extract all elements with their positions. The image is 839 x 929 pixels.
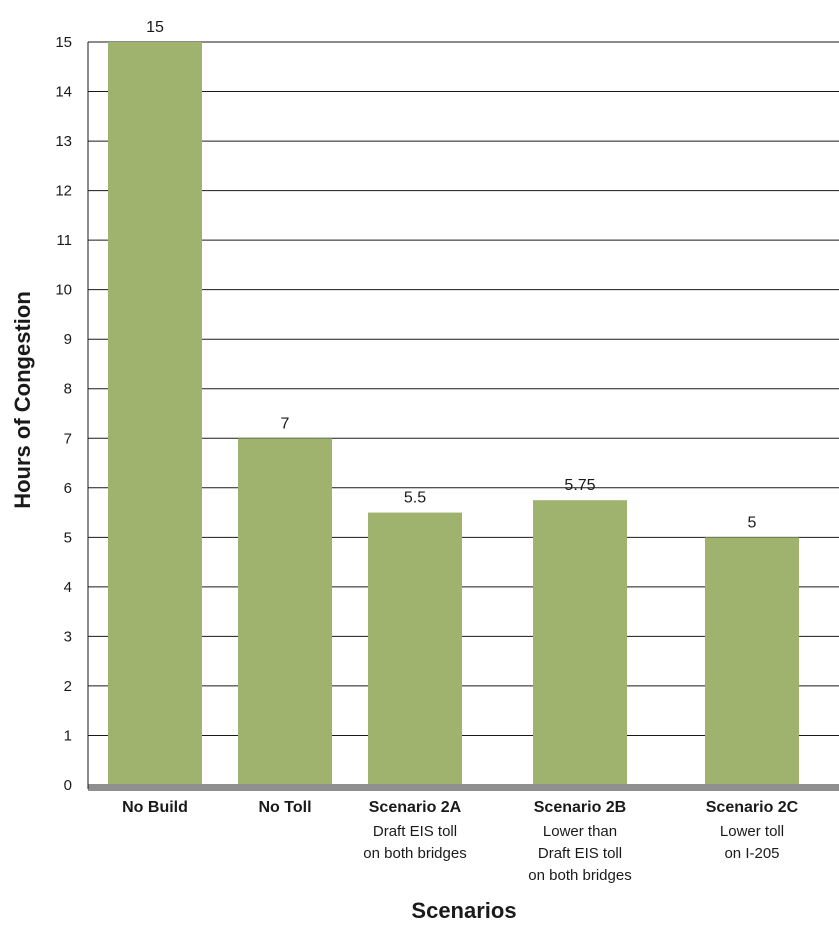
y-tick-label: 8 bbox=[64, 381, 72, 398]
y-tick-label: 10 bbox=[55, 282, 72, 299]
category-sublabel: Lower toll bbox=[720, 823, 784, 840]
value-label: 7 bbox=[281, 415, 290, 432]
y-tick-label: 9 bbox=[64, 331, 72, 348]
category-label: No Build bbox=[122, 799, 188, 816]
bar bbox=[238, 438, 332, 785]
bar bbox=[368, 512, 462, 785]
y-tick-label: 13 bbox=[55, 133, 72, 150]
y-axis-title: Hours of Congestion bbox=[10, 291, 35, 509]
y-tick-label: 6 bbox=[64, 480, 72, 497]
x-category-labels: No Build No Toll Scenario 2A Draft EIS toll… bbox=[122, 799, 799, 884]
category-label: Scenario 2A bbox=[369, 799, 462, 816]
category-sublabel: on both bridges bbox=[363, 845, 466, 862]
bars bbox=[108, 42, 799, 785]
category-sublabel: Draft EIS toll bbox=[538, 845, 622, 862]
grid-lines bbox=[88, 41, 839, 736]
category-sublabel: on I-205 bbox=[724, 845, 779, 862]
category-label: Scenario 2C bbox=[706, 799, 799, 816]
value-label: 15 bbox=[146, 19, 164, 36]
bar bbox=[108, 42, 202, 785]
y-tick-label: 3 bbox=[64, 628, 72, 645]
y-tick-label: 1 bbox=[64, 727, 72, 744]
x-axis-title: Scenarios bbox=[411, 898, 516, 923]
y-tick-label: 15 bbox=[55, 34, 72, 51]
y-tick-label: 12 bbox=[55, 183, 72, 200]
y-tick-label: 4 bbox=[64, 579, 72, 596]
category-label: No Toll bbox=[258, 799, 311, 816]
value-label: 5.75 bbox=[564, 477, 595, 494]
y-tick-label: 14 bbox=[55, 84, 72, 101]
bar bbox=[533, 500, 627, 785]
value-label: 5.5 bbox=[404, 490, 426, 507]
value-label: 5 bbox=[748, 514, 757, 531]
category-sublabel: Draft EIS toll bbox=[373, 823, 457, 840]
value-labels: 15 7 5.5 5.75 5 bbox=[146, 19, 756, 531]
x-axis-baseline bbox=[88, 784, 839, 791]
y-tick-label: 7 bbox=[64, 430, 72, 447]
category-sublabel: on both bridges bbox=[528, 867, 631, 884]
category-label: Scenario 2B bbox=[534, 799, 626, 816]
y-tick-label: 0 bbox=[64, 777, 72, 794]
bar bbox=[705, 537, 799, 785]
y-tick-label: 2 bbox=[64, 678, 72, 695]
y-tick-label: 5 bbox=[64, 529, 72, 546]
y-tick-label: 11 bbox=[56, 232, 72, 249]
category-sublabel: Lower than bbox=[543, 823, 617, 840]
